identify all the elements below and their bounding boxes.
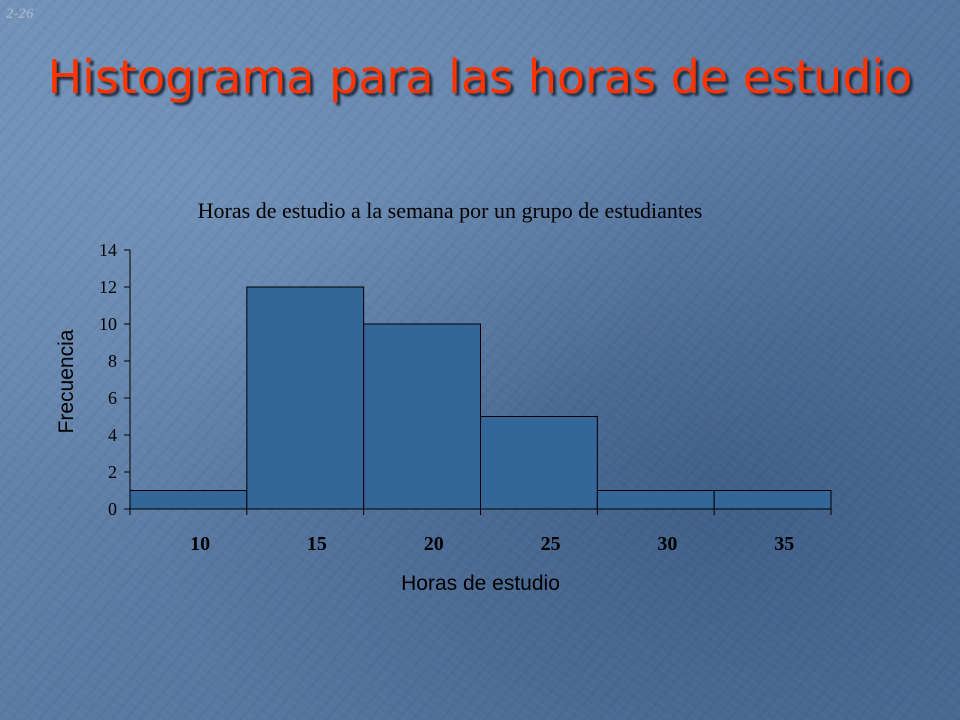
- x-tick-label: 25: [541, 533, 561, 555]
- bar-15: [246, 286, 365, 510]
- chart-title: Horas de estudio a la semana por un grup…: [197, 198, 703, 223]
- bar-25: [480, 416, 598, 510]
- x-axis-label: Horas de estudio: [401, 572, 560, 595]
- slide-title: Histograma para las horas de estudio: [47, 50, 913, 104]
- slide-number: 2-26: [6, 6, 34, 22]
- bar-20: [363, 323, 481, 510]
- y-tick-label: 4: [108, 425, 117, 445]
- x-tick-label: 20: [424, 533, 444, 555]
- y-tick-label: 12: [99, 277, 117, 297]
- bars-group: [129, 286, 832, 510]
- y-tick-label: 10: [99, 314, 117, 334]
- y-axis-label: Frecuencia: [55, 329, 78, 433]
- x-tick-label: 35: [774, 533, 794, 555]
- bar-35: [713, 490, 832, 510]
- y-ticks-group: 0 2 4 6 8 10 12 14: [99, 240, 130, 519]
- x-tick-label: 15: [307, 533, 327, 555]
- y-tick-label: 0: [108, 499, 117, 519]
- y-tick-label: 8: [108, 351, 117, 371]
- y-tick-label: 14: [99, 240, 117, 260]
- y-tick-label: 6: [108, 388, 117, 408]
- y-tick-label: 2: [108, 462, 117, 482]
- bar-10: [129, 490, 248, 510]
- x-ticks-group: 10 15 20 25 30 35: [129, 509, 832, 555]
- x-tick-label: 10: [190, 533, 210, 555]
- x-tick-label: 30: [657, 533, 677, 555]
- bar-30: [596, 490, 715, 510]
